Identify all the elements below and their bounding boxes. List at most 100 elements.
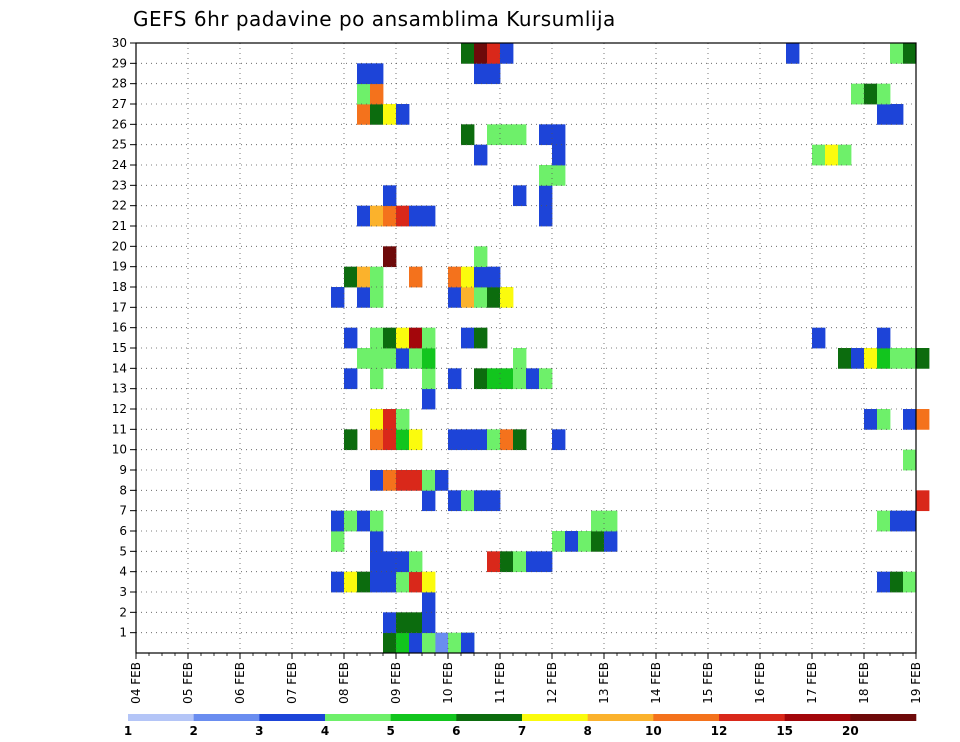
y-tick-label: 29 bbox=[112, 56, 127, 70]
heatmap-cell bbox=[838, 348, 852, 369]
y-tick-label: 17 bbox=[112, 300, 127, 314]
heatmap-cell bbox=[409, 205, 423, 227]
heatmap-cell bbox=[474, 368, 488, 390]
heatmap-cell bbox=[409, 551, 423, 573]
heatmap-cell bbox=[539, 368, 553, 390]
y-tick-label: 24 bbox=[112, 158, 127, 172]
heatmap-cell bbox=[474, 43, 488, 64]
legend-label: 6 bbox=[452, 724, 460, 738]
heatmap-cell bbox=[357, 63, 371, 85]
heatmap-cell bbox=[461, 287, 475, 308]
heatmap-cell bbox=[344, 510, 358, 532]
heatmap-cell bbox=[591, 510, 605, 532]
heatmap-cell bbox=[474, 287, 488, 308]
heatmap-cell bbox=[448, 632, 462, 654]
heatmap-cell bbox=[422, 205, 436, 227]
heatmap-cell bbox=[487, 429, 501, 451]
heatmap-cell bbox=[448, 266, 462, 288]
heatmap-cell bbox=[474, 246, 488, 268]
heatmap-cell bbox=[344, 327, 358, 349]
legend-label: 20 bbox=[842, 724, 859, 738]
heatmap-cell bbox=[487, 124, 501, 146]
heatmap-cell bbox=[396, 327, 410, 349]
heatmap-cell bbox=[370, 104, 384, 125]
y-tick-label: 21 bbox=[112, 219, 127, 233]
heatmap-cell bbox=[552, 165, 566, 186]
x-tick-label: 08 FEB bbox=[337, 662, 351, 704]
x-axis: 04 FEB 05 FEB 06 FEB 07 FEB 08 FEB 09 FEB 10 F… bbox=[129, 653, 923, 704]
heatmap-cell bbox=[877, 571, 891, 593]
heatmap-cell bbox=[526, 551, 540, 573]
heatmap-cell bbox=[357, 287, 371, 308]
y-tick-label: 10 bbox=[112, 443, 127, 457]
heatmap-cell bbox=[396, 429, 410, 451]
heatmap-cell bbox=[409, 612, 423, 634]
heatmap-cell bbox=[435, 632, 449, 654]
heatmap-cell bbox=[422, 612, 436, 634]
heatmap-cell bbox=[409, 266, 423, 288]
heatmap-cell bbox=[383, 551, 397, 573]
heatmap-cell bbox=[370, 83, 384, 105]
y-tick-label: 25 bbox=[112, 138, 127, 152]
y-tick-label: 5 bbox=[119, 544, 127, 558]
heatmap-cell bbox=[890, 43, 904, 64]
y-tick-label: 30 bbox=[112, 36, 127, 50]
y-tick-label: 19 bbox=[112, 260, 127, 274]
x-tick-label: 05 FEB bbox=[181, 662, 195, 704]
legend-label: 12 bbox=[711, 724, 728, 738]
x-tick-label: 10 FEB bbox=[441, 662, 455, 704]
heatmap-cell bbox=[487, 287, 501, 308]
heatmap-cell bbox=[344, 429, 358, 451]
x-tick-label: 11 FEB bbox=[493, 662, 507, 704]
heatmap-cell bbox=[383, 348, 397, 369]
heatmap-cell bbox=[370, 63, 384, 85]
legend-swatch bbox=[128, 714, 194, 721]
heatmap-cell bbox=[890, 510, 904, 532]
x-tick-label: 06 FEB bbox=[233, 662, 247, 704]
y-tick-label: 22 bbox=[112, 199, 127, 213]
heatmap-cell bbox=[422, 388, 436, 410]
heatmap-cell bbox=[370, 327, 384, 349]
heatmap-cell bbox=[903, 510, 917, 532]
heatmap-cell bbox=[383, 327, 397, 349]
heatmap-cell bbox=[565, 531, 579, 552]
legend-label: 1 bbox=[124, 724, 132, 738]
heatmap-cell bbox=[591, 531, 605, 552]
heatmap-cell bbox=[877, 83, 891, 105]
heatmap-cell bbox=[357, 205, 371, 227]
heatmap-cell bbox=[838, 144, 852, 166]
y-tick-label: 16 bbox=[112, 321, 127, 335]
heatmap-cell bbox=[396, 205, 410, 227]
heatmap-cell bbox=[370, 266, 384, 288]
y-tick-label: 12 bbox=[112, 402, 127, 416]
heatmap-cell bbox=[331, 531, 345, 552]
heatmap-cell bbox=[383, 632, 397, 654]
heatmap-cell bbox=[448, 368, 462, 390]
legend-swatch bbox=[325, 714, 391, 721]
heatmap-cell bbox=[344, 266, 358, 288]
heatmap-cell bbox=[513, 348, 527, 369]
legend-label: 15 bbox=[776, 724, 793, 738]
heatmap-cell bbox=[890, 571, 904, 593]
heatmap-cell bbox=[500, 429, 514, 451]
heatmap-cell bbox=[357, 571, 371, 593]
heatmap-cell bbox=[370, 470, 384, 491]
heatmap-cell bbox=[383, 470, 397, 491]
heatmap-cell bbox=[409, 632, 423, 654]
heatmap-cell bbox=[357, 266, 371, 288]
heatmap-cell bbox=[461, 266, 475, 288]
heatmap-cell bbox=[357, 104, 371, 125]
heatmap-cell bbox=[396, 632, 410, 654]
heatmap-cell bbox=[487, 63, 501, 85]
heatmap-cell bbox=[916, 490, 930, 512]
heatmap-cell bbox=[370, 205, 384, 227]
heatmap-cell bbox=[604, 510, 618, 532]
heatmap-cell bbox=[812, 327, 826, 349]
heatmap-cell bbox=[877, 409, 891, 430]
x-tick-label: 12 FEB bbox=[545, 662, 559, 704]
heatmap-cell bbox=[513, 368, 527, 390]
y-tick-label: 20 bbox=[112, 239, 127, 253]
heatmap-cell bbox=[422, 592, 436, 613]
heatmap-cell bbox=[903, 409, 917, 430]
heatmap-cell bbox=[396, 612, 410, 634]
